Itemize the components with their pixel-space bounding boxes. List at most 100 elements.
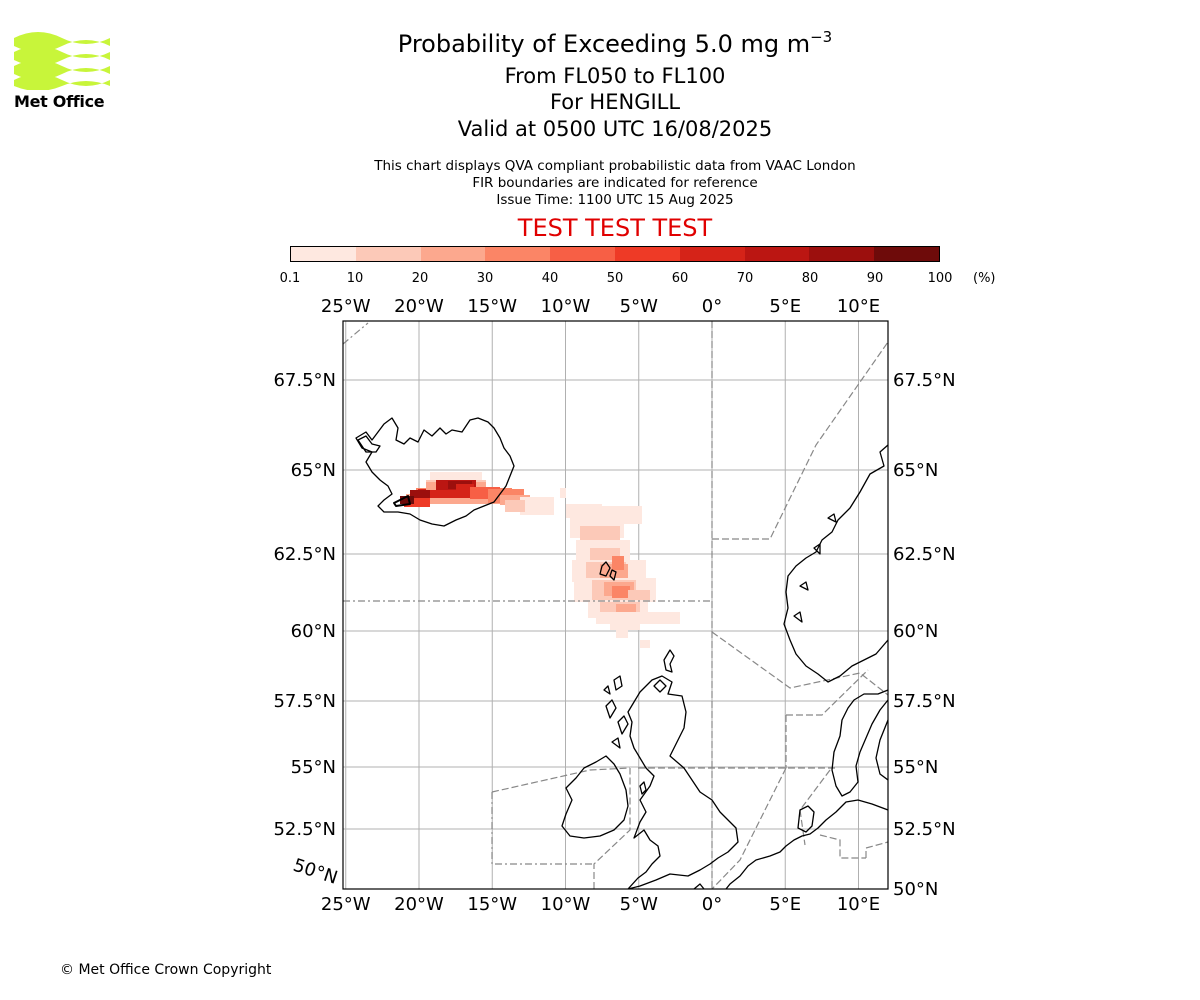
probability-cell [612, 586, 630, 598]
probability-cell [566, 504, 602, 518]
coastline-channel-islands [693, 883, 705, 889]
fir-boundary-line [343, 322, 369, 345]
coastline-netherlands [797, 805, 815, 833]
description-fir: FIR boundaries are indicated for referen… [472, 175, 758, 191]
right-latitude-label: 50°N [893, 879, 938, 900]
top-longitude-label: 10°E [837, 296, 880, 317]
colorbar-tick-label: 30 [476, 271, 494, 286]
colorbar-segment [744, 247, 810, 261]
top-longitude-label: 10°W [541, 296, 591, 317]
colorbar-tick-label: 90 [866, 271, 884, 286]
colorbar-tick-label: 40 [541, 271, 559, 286]
left-latitude-label: 62.5°N [273, 544, 336, 565]
probability-cell [410, 490, 430, 498]
met-office-logo: Met Office [14, 30, 110, 114]
left-latitude-label: 67.5°N [273, 370, 336, 391]
subtitle-location: For HENGILL [549, 90, 681, 114]
right-latitude-label: 52.5°N [893, 819, 956, 840]
fir-boundaries [343, 321, 888, 889]
copyright-notice: © Met Office Crown Copyright [60, 962, 272, 978]
chart-title: Probability of Exceeding 5.0 mg m−3 [0, 28, 1200, 58]
left-latitude-label: 65°N [291, 460, 336, 481]
bottom-longitude-label: 15°W [467, 894, 517, 915]
colorbar-tick-label: 20 [411, 271, 429, 286]
coastline-orkney [653, 679, 667, 693]
coastline-denmark [831, 689, 888, 797]
coastline-norway [783, 444, 888, 683]
subtitle-valid-time: Valid at 0500 UTC 16/08/2025 [457, 117, 773, 141]
bottom-longitude-label: 5°E [769, 894, 801, 915]
probability-cell [430, 472, 482, 482]
probability-cell [404, 497, 430, 507]
left-latitude-label: 55°N [291, 757, 336, 778]
colorbar-segment [355, 247, 421, 261]
bottom-longitude-label: 25°W [321, 894, 371, 915]
top-longitude-label: 25°W [321, 296, 371, 317]
axis-tick-labels: 25°W 20°W 15°W 10°W 5°W 0° 5°E 10°E 25°W 20°W 15°W… [273, 296, 955, 915]
fir-boundary-line [711, 767, 787, 889]
colorbar-segment [874, 247, 939, 261]
top-longitude-label: 5°E [769, 296, 801, 317]
probability-cell [400, 496, 414, 504]
colorbar-tick-label: 100 [927, 271, 953, 286]
source-marker [393, 495, 411, 507]
bottom-longitude-label: 10°W [541, 894, 591, 915]
coastlines [355, 417, 888, 889]
bottom-longitude-label: 0° [702, 894, 722, 915]
coastline-isle-of-man [639, 781, 647, 795]
coastline-norway-islands [793, 513, 837, 623]
coastline-great-britain [627, 675, 739, 889]
chart-title-exponent: −3 [810, 28, 833, 46]
coastline-shetland [663, 649, 675, 673]
colorbar-tick-label: 60 [671, 271, 689, 286]
colorbar-tick-label: 70 [736, 271, 754, 286]
probability-cell [628, 590, 650, 600]
fir-boundary-line [712, 341, 888, 540]
coastline-scottish-islands [603, 675, 629, 749]
coastline-ireland [561, 755, 629, 839]
right-latitude-label: 65°N [893, 460, 938, 481]
probability-cell [456, 484, 474, 494]
probability-cell [406, 494, 522, 504]
probability-cell [520, 497, 554, 515]
probability-cell [640, 640, 650, 648]
probability-cell [612, 556, 624, 570]
map-frame [342, 320, 889, 890]
probability-field [400, 472, 680, 648]
colorbar-segment [485, 247, 551, 261]
fir-boundary-line [786, 669, 869, 716]
bottom-longitude-label: 20°W [394, 894, 444, 915]
fir-boundary-line [819, 834, 866, 859]
met-office-logo-text: Met Office [14, 92, 105, 111]
right-latitude-label: 62.5°N [893, 544, 956, 565]
top-longitude-label: 15°W [467, 296, 517, 317]
probability-cell [616, 630, 628, 638]
left-latitude-label: 50°N [290, 855, 340, 889]
right-latitude-label: 67.5°N [893, 370, 956, 391]
right-latitude-label: 60°N [893, 621, 938, 642]
description-issue-time: Issue Time: 1100 UTC 15 Aug 2025 [496, 192, 734, 208]
colorbar-segment [291, 247, 356, 261]
chart-title-main: Probability of Exceeding 5.0 mg m [397, 30, 811, 58]
right-latitude-label: 57.5°N [893, 691, 956, 712]
coastline-sweden [875, 719, 888, 781]
top-longitude-label: 5°W [620, 296, 658, 317]
fir-boundary-line [491, 767, 631, 793]
colorbar-segment [679, 247, 745, 261]
probability-cell [505, 500, 525, 512]
fir-boundary-line [593, 768, 631, 889]
colorbar-tick-label: 50 [606, 271, 624, 286]
top-longitude-label: 20°W [394, 296, 444, 317]
colorbar-segment [614, 247, 680, 261]
right-latitude-label: 55°N [893, 757, 938, 778]
colorbar-tick-label: 80 [801, 271, 819, 286]
coastline-faroe [599, 561, 617, 581]
subtitle-flight-levels: From FL050 to FL100 [504, 64, 726, 88]
colorbar-segment [809, 247, 875, 261]
colorbar-tick-label: 10 [346, 271, 364, 286]
coastline-iceland-peninsula [357, 435, 381, 453]
probability-cell [580, 526, 620, 542]
colorbar-segment [550, 247, 615, 261]
description-vaac: This chart displays QVA compliant probab… [374, 158, 856, 174]
